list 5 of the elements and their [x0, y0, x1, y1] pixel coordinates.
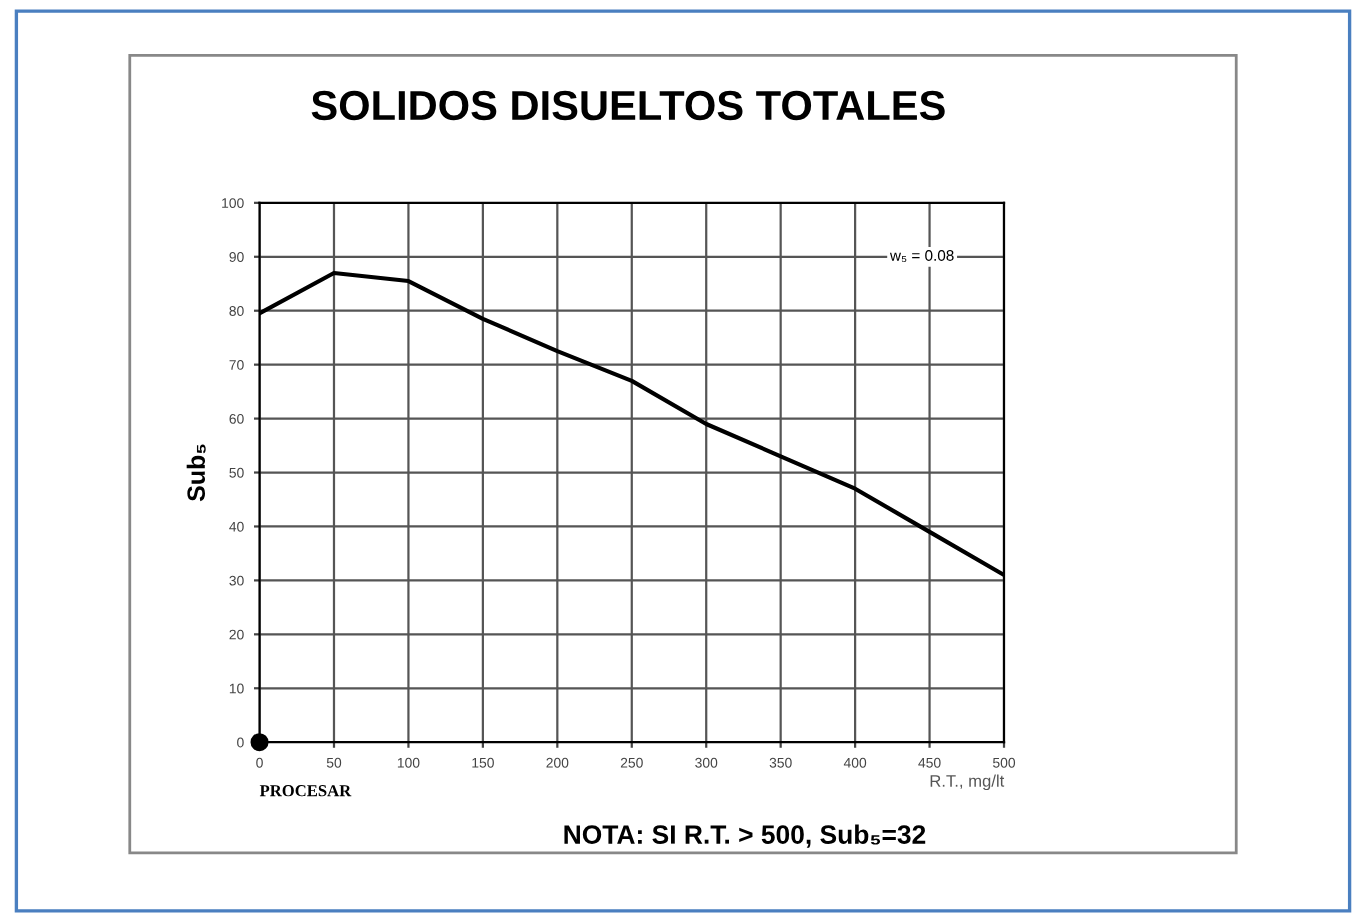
y-axis-title: Sub₅	[186, 444, 206, 502]
text: PROCESAR	[259, 785, 352, 797]
text: NOTA: SI R.T. > 500, Sub₅=32	[564, 824, 926, 848]
chart-title: SOLIDOS DISUELTOS TOTALES	[311, 90, 945, 121]
x-axis-title: R.T., mg/lt	[930, 774, 1005, 791]
